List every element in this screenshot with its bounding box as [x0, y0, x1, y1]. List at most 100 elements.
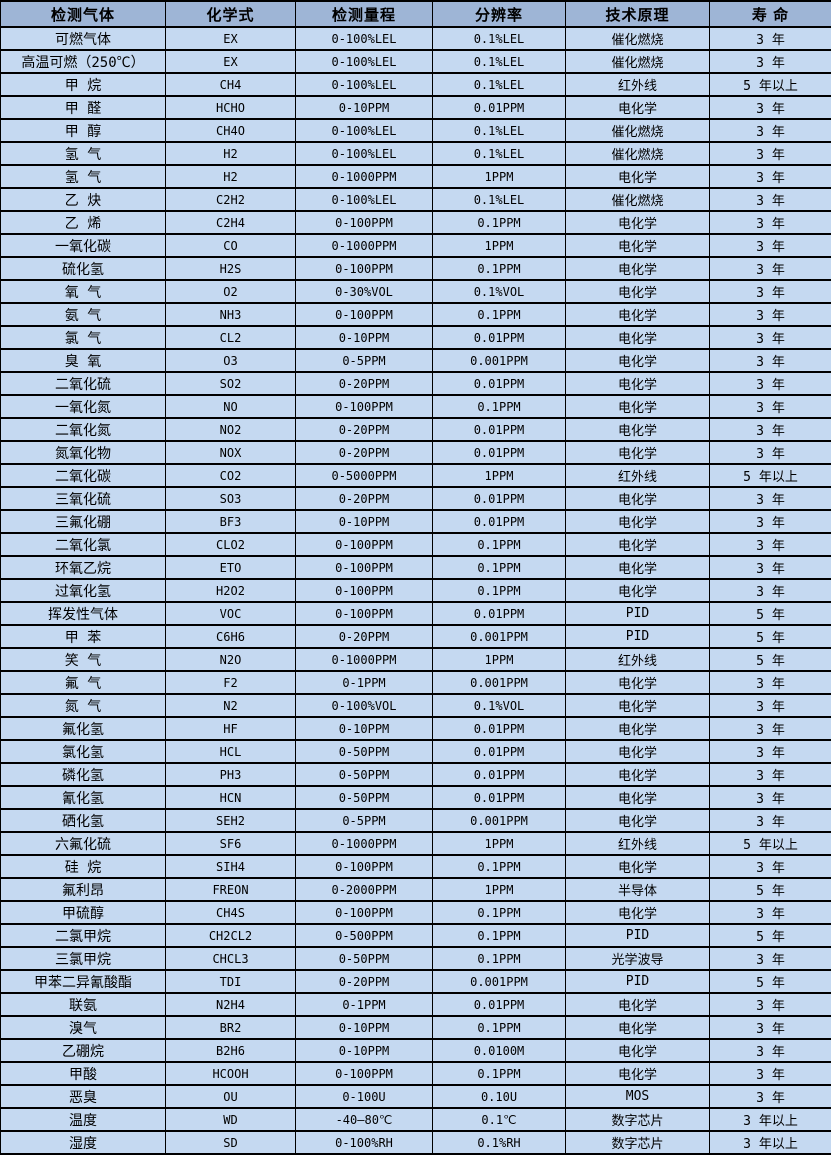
cell-gas-name: 三氧化硫 [1, 487, 166, 510]
cell-principle: 电化学 [566, 740, 710, 763]
cell-lifespan: 3 年 [710, 901, 831, 924]
cell-gas-name: 溴气 [1, 1016, 166, 1039]
cell-formula: H2 [166, 142, 296, 165]
cell-range: 0-100%VOL [296, 694, 433, 717]
cell-principle: 光学波导 [566, 947, 710, 970]
cell-lifespan: 3 年 [710, 947, 831, 970]
cell-formula: SIH4 [166, 855, 296, 878]
cell-formula: WD [166, 1108, 296, 1131]
cell-formula: FREON [166, 878, 296, 901]
cell-range: 0-50PPM [296, 786, 433, 809]
cell-principle: 数字芯片 [566, 1131, 710, 1154]
cell-gas-name: 二氧化氯 [1, 533, 166, 556]
cell-resolution: 0.1PPM [433, 395, 566, 418]
cell-gas-name: 氧 气 [1, 280, 166, 303]
column-header-cell-gas-name: 检测气体 [1, 1, 166, 27]
cell-lifespan: 3 年 [710, 395, 831, 418]
cell-resolution: 0.01PPM [433, 418, 566, 441]
cell-formula: F2 [166, 671, 296, 694]
cell-lifespan: 3 年 [710, 142, 831, 165]
cell-principle: 电化学 [566, 349, 710, 372]
cell-principle: 数字芯片 [566, 1108, 710, 1131]
cell-formula: EX [166, 27, 296, 50]
cell-range: 0-10PPM [296, 96, 433, 119]
cell-gas-name: 甲酸 [1, 1062, 166, 1085]
cell-resolution: 0.1%LEL [433, 119, 566, 142]
cell-formula: NO2 [166, 418, 296, 441]
cell-gas-name: 氯 气 [1, 326, 166, 349]
cell-range: 0-100%RH [296, 1131, 433, 1154]
cell-formula: PH3 [166, 763, 296, 786]
cell-resolution: 0.01PPM [433, 510, 566, 533]
cell-gas-name: 氮 气 [1, 694, 166, 717]
cell-resolution: 0.1℃ [433, 1108, 566, 1131]
cell-range: 0-50PPM [296, 947, 433, 970]
cell-lifespan: 5 年 [710, 878, 831, 901]
cell-resolution: 1PPM [433, 648, 566, 671]
cell-range: 0-10PPM [296, 510, 433, 533]
cell-principle: 红外线 [566, 832, 710, 855]
cell-resolution: 0.01PPM [433, 993, 566, 1016]
cell-lifespan: 5 年 [710, 924, 831, 947]
cell-lifespan: 3 年以上 [710, 1108, 831, 1131]
cell-principle: 催化燃烧 [566, 119, 710, 142]
cell-resolution: 0.01PPM [433, 326, 566, 349]
cell-range: 0-20PPM [296, 487, 433, 510]
cell-principle: PID [566, 602, 710, 625]
cell-range: 0-1000PPM [296, 234, 433, 257]
cell-lifespan: 3 年 [710, 763, 831, 786]
cell-lifespan: 3 年 [710, 533, 831, 556]
cell-resolution: 0.01PPM [433, 717, 566, 740]
cell-lifespan: 3 年以上 [710, 1131, 831, 1154]
cell-formula: HCN [166, 786, 296, 809]
cell-lifespan: 3 年 [710, 234, 831, 257]
cell-gas-name: 氮氧化物 [1, 441, 166, 464]
cell-gas-name: 湿度 [1, 1131, 166, 1154]
column-header-cell-principle: 技术原理 [566, 1, 710, 27]
cell-range: 0-100PPM [296, 1062, 433, 1085]
cell-range: 0-20PPM [296, 441, 433, 464]
cell-gas-name: 过氧化氢 [1, 579, 166, 602]
cell-principle: 催化燃烧 [566, 27, 710, 50]
cell-resolution: 0.1PPM [433, 855, 566, 878]
cell-formula: N2 [166, 694, 296, 717]
cell-resolution: 0.1PPM [433, 556, 566, 579]
cell-resolution: 0.10U [433, 1085, 566, 1108]
cell-lifespan: 3 年 [710, 717, 831, 740]
cell-lifespan: 3 年 [710, 786, 831, 809]
cell-range: 0-100PPM [296, 395, 433, 418]
cell-gas-name: 笑 气 [1, 648, 166, 671]
cell-formula: C6H6 [166, 625, 296, 648]
cell-resolution: 0.0100M [433, 1039, 566, 1062]
cell-resolution: 1PPM [433, 165, 566, 188]
cell-formula: H2S [166, 257, 296, 280]
cell-lifespan: 3 年 [710, 556, 831, 579]
cell-lifespan: 3 年 [710, 809, 831, 832]
cell-gas-name: 二氧化碳 [1, 464, 166, 487]
cell-resolution: 0.01PPM [433, 96, 566, 119]
cell-principle: 电化学 [566, 418, 710, 441]
cell-range: 0-100%LEL [296, 188, 433, 211]
cell-resolution: 0.01PPM [433, 487, 566, 510]
cell-range: 0-5PPM [296, 809, 433, 832]
cell-principle: 电化学 [566, 234, 710, 257]
cell-resolution: 0.1%LEL [433, 50, 566, 73]
cell-lifespan: 3 年 [710, 326, 831, 349]
cell-lifespan: 3 年 [710, 303, 831, 326]
cell-principle: 电化学 [566, 717, 710, 740]
cell-gas-name: 甲苯二异氰酸酯 [1, 970, 166, 993]
cell-formula: ETO [166, 556, 296, 579]
